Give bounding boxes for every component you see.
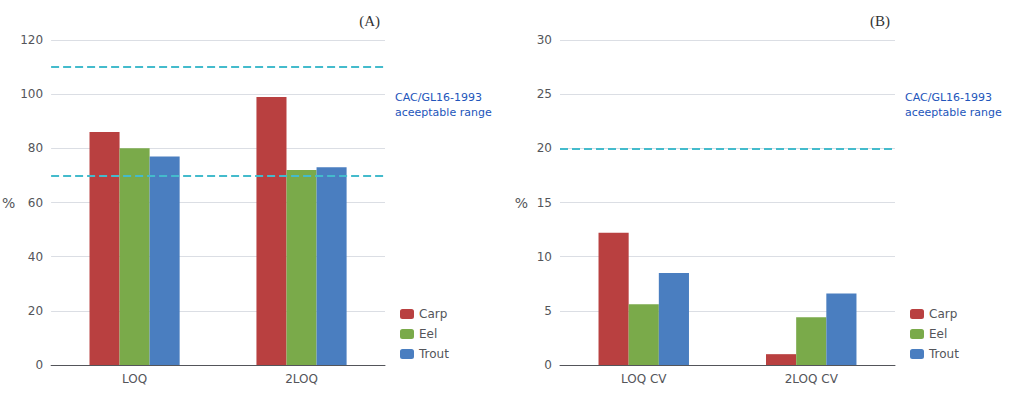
svg-text:30: 30 [537,33,552,47]
svg-text:%: % [2,195,15,211]
svg-text:40: 40 [28,250,43,264]
svg-text:CAC/GL16-1993: CAC/GL16-1993 [905,91,992,104]
svg-text:Trout: Trout [418,347,449,361]
svg-text:15: 15 [537,196,552,210]
svg-text:80: 80 [28,141,43,155]
svg-text:0: 0 [544,358,552,372]
svg-text:Carp: Carp [929,307,957,321]
svg-text:(A): (A) [359,13,380,30]
svg-text:Eel: Eel [419,327,437,341]
svg-text:LOQ: LOQ [122,372,147,386]
svg-text:25: 25 [537,87,552,101]
svg-text:%: % [515,195,528,211]
svg-text:60: 60 [28,196,43,210]
svg-text:0: 0 [35,358,43,372]
svg-text:2LOQ CV: 2LOQ CV [785,372,839,386]
svg-text:2LOQ: 2LOQ [285,372,318,386]
svg-text:Eel: Eel [929,327,947,341]
svg-text:Trout: Trout [928,347,959,361]
svg-text:(B): (B) [870,13,890,30]
svg-text:120: 120 [20,33,43,47]
svg-text:aceeptable range: aceeptable range [395,106,492,119]
svg-text:Carp: Carp [419,307,447,321]
svg-text:20: 20 [28,304,43,318]
svg-text:aceeptable range: aceeptable range [905,106,1002,119]
svg-text:100: 100 [20,87,43,101]
svg-text:10: 10 [537,250,552,264]
svg-text:LOQ CV: LOQ CV [621,372,667,386]
svg-text:CAC/GL16-1993: CAC/GL16-1993 [395,91,482,104]
svg-text:5: 5 [544,304,552,318]
svg-text:20: 20 [537,141,552,155]
